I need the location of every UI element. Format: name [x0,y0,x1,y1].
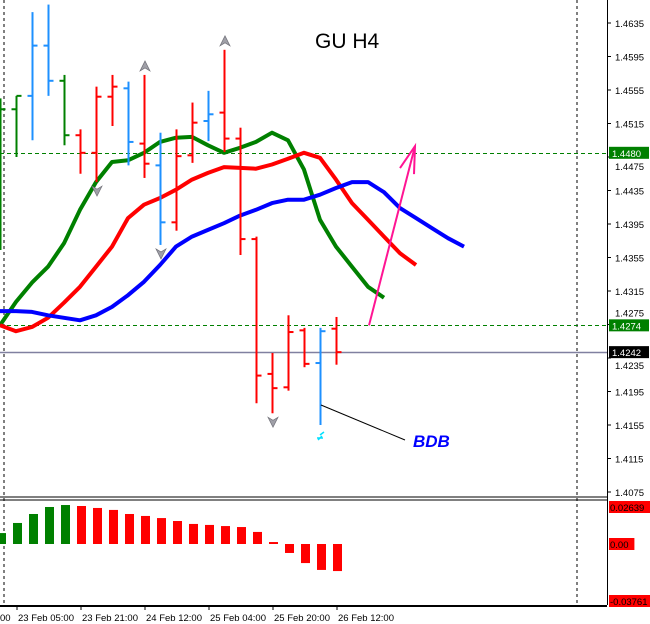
time-tick-label: 23 Feb 21:00 [82,613,138,624]
ma-line-1 [0,150,418,334]
oscillator-badge [609,538,635,550]
histogram-bar [157,518,166,544]
fractal-down-arrow-icon [91,185,103,197]
price-badge-label: 1.4480 [612,149,641,160]
oscillator-label: 0.02639 [610,503,644,514]
oscillator-label: 0.00 [610,540,629,551]
price-tick-label: 1.4555 [615,86,644,97]
fractal-down-arrow-icon [267,416,279,429]
time-tick-label: 00 [0,613,11,624]
bdb-annotation: BDB [413,432,450,451]
grid-layer [0,0,607,605]
histogram-bar [29,513,38,544]
signal-marker-icon [317,431,325,441]
price-tick-label: 1.4595 [615,53,644,64]
histogram-bar [93,507,102,544]
fractal-down-arrow-icon [155,248,167,260]
fractal-up-arrow-icon [219,35,231,47]
price-tick-label: 1.4115 [615,455,643,466]
price-badge [609,346,649,359]
price-tick-label: 1.4275 [615,308,644,319]
price-tick-label: 1.4315 [615,287,644,298]
time-tick-label: 24 Feb 12:00 [146,613,202,624]
time-tick-label: 25 Feb 20:00 [274,613,330,624]
histogram-bar [61,505,70,544]
price-tick-label: 1.4195 [615,388,644,399]
trend-arrow-line [368,145,416,326]
time-tick-label: 26 Feb 12:00 [338,613,394,624]
price-tick-label: 1.4435 [615,187,644,198]
chart-title: GU H4 [315,30,380,53]
price-tick-label: 1.4515 [615,120,644,131]
price-tick-label: 1.4395 [615,220,644,231]
histogram-bar [77,506,86,544]
histogram-bar [0,533,6,544]
histogram-bar [109,509,118,544]
histogram-bar [205,524,214,544]
oscillator-badge [609,501,650,513]
price-badge-label: 1.4242 [612,348,641,359]
time-tick-label: 23 Feb 05:00 [18,613,74,624]
bdb-callout-line [320,404,406,441]
histogram-bar [301,544,310,564]
main-panel [0,0,607,496]
histogram-bar [125,513,134,544]
oscillator-badge [609,595,650,607]
histogram-bar [189,523,198,544]
price-tick-label: 1.4235 [615,361,644,372]
histogram-bar [221,526,230,544]
price-tick-label: 1.4075 [615,488,644,499]
histogram-bar [285,544,294,553]
annotations [91,35,417,441]
oscillator-label: -0.03761 [610,597,648,608]
histogram-bar [269,542,278,544]
histogram-bar [253,531,262,544]
price-tick-label: 1.4355 [615,254,644,265]
histogram-bar [173,521,182,544]
price-tick-label: 1.4155 [615,421,644,432]
price-badge [609,146,649,159]
trend-arrow-head-icon [399,142,417,175]
ma-line-2 [0,180,465,323]
histogram-bar [237,527,246,544]
price-badge [609,319,649,332]
price-badge-label: 1.4274 [612,321,641,332]
fractal-up-arrow-icon [139,60,151,72]
ohlc-bars [0,4,342,425]
histogram-bar [13,522,22,544]
price-tick-label: 1.4475 [615,162,644,173]
time-tick-label: 25 Feb 04:00 [210,613,266,624]
histogram-bar [45,506,54,544]
histogram-bar [333,544,342,572]
oscillator-histogram [0,496,607,606]
price-tick-label: 1.4635 [615,19,644,30]
histogram-bar [141,515,150,544]
histogram-bar [317,544,326,570]
